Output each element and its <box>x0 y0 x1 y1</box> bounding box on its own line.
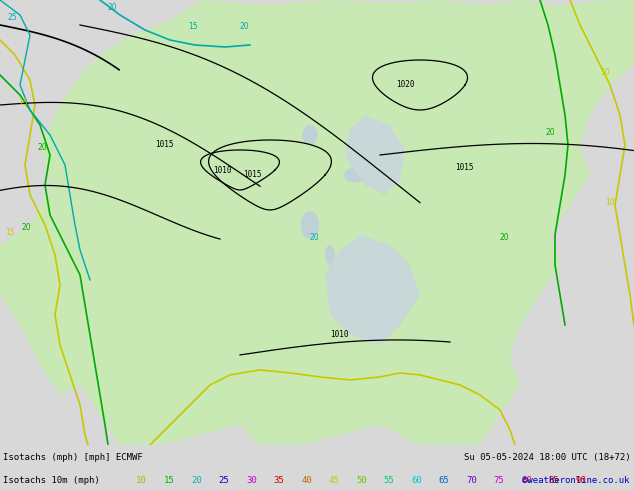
Ellipse shape <box>344 168 366 182</box>
Text: 80: 80 <box>521 476 532 485</box>
Text: 25: 25 <box>219 476 230 485</box>
Text: 85: 85 <box>548 476 559 485</box>
Text: 20: 20 <box>38 143 48 152</box>
Text: 20: 20 <box>240 22 250 31</box>
Polygon shape <box>0 0 200 245</box>
Text: 55: 55 <box>384 476 394 485</box>
Text: 1015: 1015 <box>243 170 261 179</box>
Text: 1015: 1015 <box>155 140 174 149</box>
Text: 15: 15 <box>18 98 28 107</box>
Text: 90: 90 <box>576 476 586 485</box>
Text: 10: 10 <box>600 68 610 77</box>
Text: 25: 25 <box>8 13 18 22</box>
Text: 20: 20 <box>545 128 555 137</box>
Text: 20: 20 <box>22 223 32 232</box>
Text: 10: 10 <box>136 476 146 485</box>
Polygon shape <box>345 115 405 195</box>
Text: Su 05-05-2024 18:00 UTC (18+72): Su 05-05-2024 18:00 UTC (18+72) <box>464 453 631 462</box>
Ellipse shape <box>325 245 335 265</box>
Text: Isotachs 10m (mph): Isotachs 10m (mph) <box>3 476 100 485</box>
Text: 10: 10 <box>605 198 614 207</box>
Text: 1010: 1010 <box>330 330 349 339</box>
Text: 40: 40 <box>301 476 312 485</box>
Text: 20: 20 <box>191 476 202 485</box>
Text: 70: 70 <box>466 476 477 485</box>
Ellipse shape <box>302 125 318 145</box>
Text: 15: 15 <box>5 228 15 237</box>
Text: 20: 20 <box>108 3 118 12</box>
Text: 1020: 1020 <box>396 80 415 89</box>
Text: 65: 65 <box>439 476 450 485</box>
Text: ©weatheronline.co.uk: ©weatheronline.co.uk <box>522 476 629 485</box>
Text: 15: 15 <box>164 476 174 485</box>
Text: 50: 50 <box>356 476 366 485</box>
Text: 30: 30 <box>246 476 257 485</box>
Polygon shape <box>0 0 634 445</box>
Text: 60: 60 <box>411 476 422 485</box>
Text: 35: 35 <box>273 476 284 485</box>
Text: 15: 15 <box>188 22 198 31</box>
Text: 1010: 1010 <box>213 166 231 175</box>
Text: 20: 20 <box>310 233 320 242</box>
Text: 1015: 1015 <box>455 163 474 172</box>
Polygon shape <box>325 235 420 345</box>
Text: 75: 75 <box>493 476 504 485</box>
Ellipse shape <box>301 211 319 239</box>
Text: Isotachs (mph) [mph] ECMWF: Isotachs (mph) [mph] ECMWF <box>3 453 143 462</box>
Text: 20: 20 <box>500 233 510 242</box>
Text: 45: 45 <box>328 476 339 485</box>
